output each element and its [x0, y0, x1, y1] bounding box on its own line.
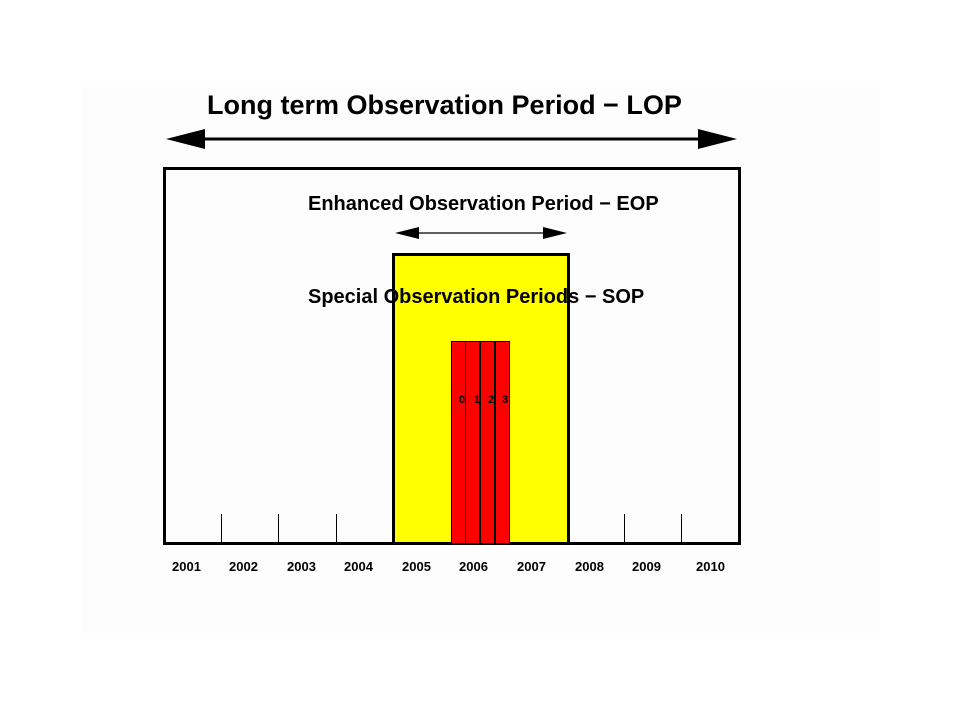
sop-bar-1	[465, 341, 480, 544]
year-tick	[681, 514, 682, 542]
lop-title: Long term Observation Period − LOP	[207, 90, 682, 120]
year-label-2009: 2009	[632, 559, 661, 574]
eop-title: Enhanced Observation Period − EOP	[308, 193, 659, 215]
year-label-2004: 2004	[344, 559, 373, 574]
year-tick	[278, 514, 279, 542]
sop-label-2: 2	[488, 394, 495, 406]
sop-bar-3	[495, 341, 510, 544]
eop-arrow	[395, 227, 567, 239]
sop-label-0: 0	[459, 394, 466, 406]
year-label-2005: 2005	[402, 559, 431, 574]
sop-label-3: 3	[502, 394, 509, 406]
year-label-2006: 2006	[459, 559, 488, 574]
sop-bar-2	[480, 341, 495, 544]
sop-bar-0	[451, 341, 466, 544]
year-tick	[221, 514, 222, 542]
year-label-2001: 2001	[172, 559, 201, 574]
year-tick	[624, 514, 625, 542]
year-label-2010: 2010	[696, 559, 725, 574]
sop-title: Special Observation Periods − SOP	[308, 286, 645, 308]
lop-arrow	[166, 129, 737, 149]
sop-label-1: 1	[474, 394, 481, 406]
year-label-2007: 2007	[517, 559, 546, 574]
year-label-2002: 2002	[229, 559, 258, 574]
year-label-2003: 2003	[287, 559, 316, 574]
year-label-2008: 2008	[575, 559, 604, 574]
year-tick	[336, 514, 337, 542]
